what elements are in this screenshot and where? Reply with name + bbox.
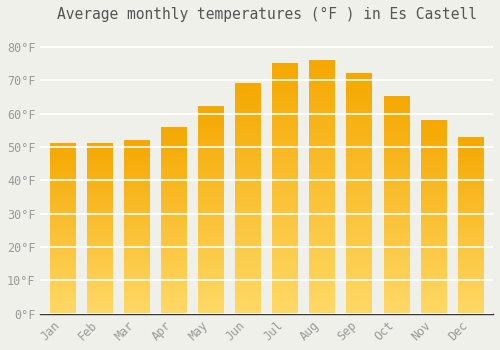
Title: Average monthly temperatures (°F ) in Es Castell: Average monthly temperatures (°F ) in Es… [56, 7, 476, 22]
